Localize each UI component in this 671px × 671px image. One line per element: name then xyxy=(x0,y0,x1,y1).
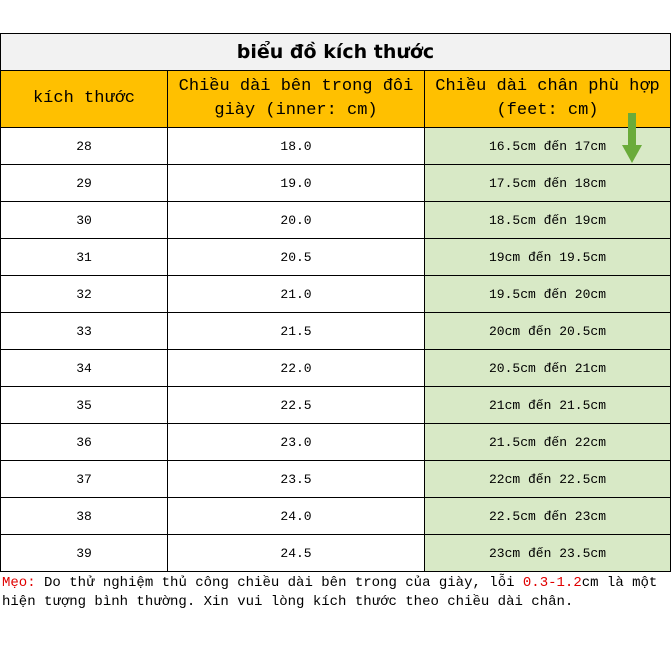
table-row: 30 20.0 18.5cm đến 19cm xyxy=(0,201,671,239)
table-cell: 32 xyxy=(0,275,168,313)
table-cell: 39 xyxy=(0,534,168,572)
size-table: biểu đồ kích thước kích thước Chiều dài b… xyxy=(0,33,671,572)
table-cell: 18.5cm đến 19cm xyxy=(424,201,671,239)
table-cell: 20cm đến 20.5cm xyxy=(424,312,671,350)
table-cell: 22cm đến 22.5cm xyxy=(424,460,671,498)
header-cell: Chiều dài chân phù hợp (feet: cm) xyxy=(424,70,671,128)
table-cell: 22.5cm đến 23cm xyxy=(424,497,671,535)
table-cell: 19cm đến 19.5cm xyxy=(424,238,671,276)
table-cell: 24.0 xyxy=(167,497,425,535)
table-row: 38 24.0 22.5cm đến 23cm xyxy=(0,497,671,535)
table-cell: 20.0 xyxy=(167,201,425,239)
table-cell: 29 xyxy=(0,164,168,202)
table-cell: 23.0 xyxy=(167,423,425,461)
table-cell: 17.5cm đến 18cm xyxy=(424,164,671,202)
table-cell: 21.5 xyxy=(167,312,425,350)
table-cell: 18.0 xyxy=(167,127,425,165)
table-row: 37 23.5 22cm đến 22.5cm xyxy=(0,460,671,498)
table-cell: 21.5cm đến 22cm xyxy=(424,423,671,461)
note-label: Mẹo: xyxy=(2,575,36,591)
header-row: kích thước Chiều dài bên trong đôi giày (… xyxy=(0,70,671,128)
note-text: cm là một hiện tượng bình thường. Xin vu… xyxy=(2,575,658,610)
table-cell: 34 xyxy=(0,349,168,387)
table-cell: 21cm đến 21.5cm xyxy=(424,386,671,424)
arrow-icon xyxy=(622,113,642,163)
table-cell: 19.5cm đến 20cm xyxy=(424,275,671,313)
header-cell: Chiều dài bên trong đôi giày (inner: cm) xyxy=(167,70,425,128)
table-cell: 28 xyxy=(0,127,168,165)
table-row: 29 19.0 17.5cm đến 18cm xyxy=(0,164,671,202)
header-cell: kích thước xyxy=(0,70,168,128)
table-cell: 35 xyxy=(0,386,168,424)
table-cell: 37 xyxy=(0,460,168,498)
note-highlight: 0.3-1.2 xyxy=(522,575,582,591)
table-row: 31 20.5 19cm đến 19.5cm xyxy=(0,238,671,276)
table-row: 34 22.0 20.5cm đến 21cm xyxy=(0,349,671,387)
table-title: biểu đồ kích thước xyxy=(0,33,671,71)
table-row: 33 21.5 20cm đến 20.5cm xyxy=(0,312,671,350)
table-row: 39 24.5 23cm đến 23.5cm xyxy=(0,534,671,572)
notes: Mẹo: Do thử nghiệm thủ công chiều dài bê… xyxy=(2,574,667,612)
table-row: 35 22.5 21cm đến 21.5cm xyxy=(0,386,671,424)
table-cell: 31 xyxy=(0,238,168,276)
table-cell: 21.0 xyxy=(167,275,425,313)
table-cell: 20.5 xyxy=(167,238,425,276)
table-cell: 30 xyxy=(0,201,168,239)
table-cell: 23.5 xyxy=(167,460,425,498)
table-row: 32 21.0 19.5cm đến 20cm xyxy=(0,275,671,313)
table-cell: 23cm đến 23.5cm xyxy=(424,534,671,572)
table-row: 28 18.0 16.5cm đến 17cm xyxy=(0,127,671,165)
table-row: 36 23.0 21.5cm đến 22cm xyxy=(0,423,671,461)
table-cell: 22.5 xyxy=(167,386,425,424)
note-text: Do thử nghiệm thủ công chiều dài bên tro… xyxy=(44,575,515,591)
table-cell: 24.5 xyxy=(167,534,425,572)
table-cell: 20.5cm đến 21cm xyxy=(424,349,671,387)
table-cell: 19.0 xyxy=(167,164,425,202)
table-cell: 22.0 xyxy=(167,349,425,387)
table-cell: 33 xyxy=(0,312,168,350)
table-cell: 38 xyxy=(0,497,168,535)
table-cell: 36 xyxy=(0,423,168,461)
